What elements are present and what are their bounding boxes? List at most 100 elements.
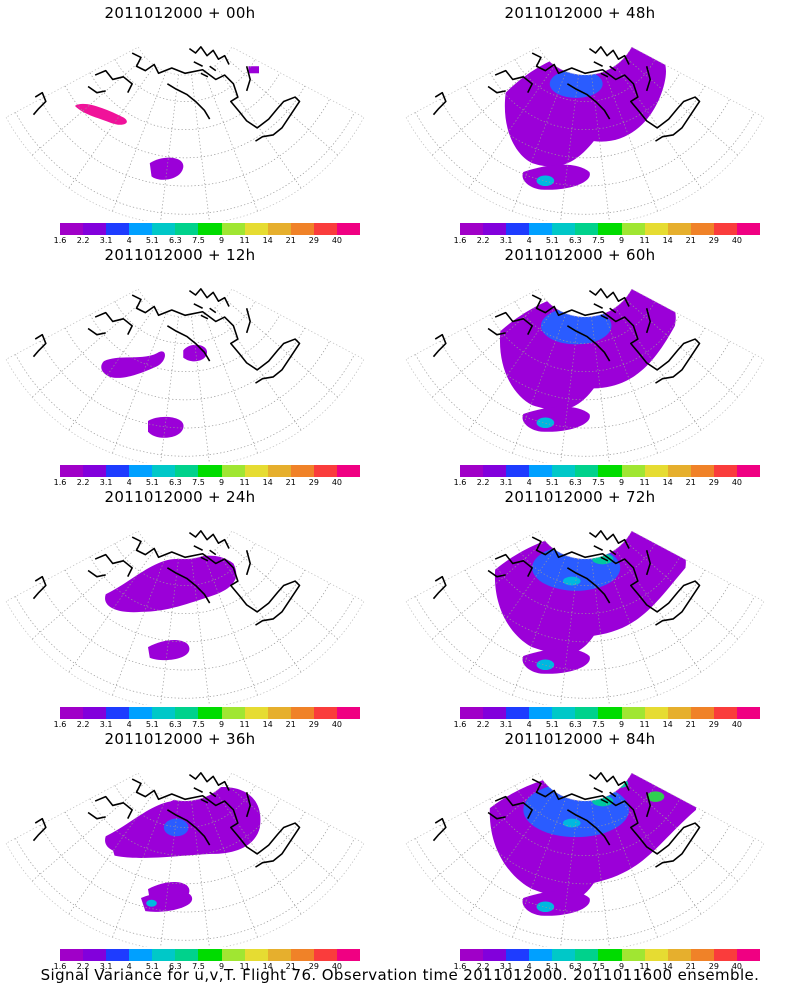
colorbar-swatch: [460, 707, 484, 719]
colorbar-swatch: [244, 465, 268, 477]
colorbar: [460, 465, 761, 477]
map-panel: 2011012000 + 60h 1.6 2.2 3.1 4 5.1 6.3 7.5 9 11 14…: [400, 242, 765, 487]
colorbar-labels: 1.6 2.2 3.1 4 5.1 6.3 7.5 9 11 14 21 29 40: [54, 236, 360, 246]
graticule: [415, 540, 755, 705]
variance-region: [562, 576, 581, 586]
colorbar-tick-label: 7.5: [592, 962, 605, 971]
colorbar-tick-label: 14: [662, 962, 673, 971]
colorbar-tick-label: 29: [708, 478, 719, 487]
colorbar-swatch: [198, 465, 222, 477]
colorbar-swatch: [106, 223, 130, 235]
variance-region: [74, 103, 127, 125]
colorbar-tick-label: 11: [239, 962, 250, 971]
colorbar-tick-label: 29: [308, 478, 319, 487]
colorbar-swatch: [83, 707, 107, 719]
colorbar-tick-label: 9: [218, 720, 225, 729]
colorbar-swatch: [129, 465, 153, 477]
panel-title: 2011012000 + 12h: [104, 246, 256, 264]
colorbar-swatch: [267, 707, 291, 719]
colorbar-swatch: [290, 949, 314, 961]
colorbar-swatch: [598, 223, 622, 235]
map-boundary: [5, 530, 365, 705]
colorbar-tick-label: 9: [618, 962, 625, 971]
colorbar-swatch: [60, 223, 84, 235]
panel-title: 2011012000 + 60h: [504, 246, 656, 264]
colorbar-tick-label: 21: [285, 236, 296, 245]
colorbar-swatch: [221, 223, 245, 235]
colorbar-labels: 1.6 2.2 3.1 4 5.1 6.3 7.5 9 11 14 21 29 40: [454, 962, 760, 972]
colorbar-tick-label: 7.5: [592, 236, 605, 245]
colorbar-swatch: [506, 707, 530, 719]
colorbar-tick-label: 5.1: [145, 720, 159, 729]
colorbar-swatch: [667, 223, 691, 235]
colorbar-tick-label: 1.6: [53, 236, 67, 245]
map-field: [74, 66, 259, 180]
variance-region: [146, 899, 157, 907]
colorbar-swatch: [690, 465, 714, 477]
colorbar-swatch: [736, 949, 761, 961]
colorbar-swatch: [83, 465, 107, 477]
colorbar-tick-label: 1.6: [453, 962, 467, 971]
colorbar-swatch: [667, 949, 691, 961]
colorbar-swatch: [267, 949, 291, 961]
variance-region: [536, 659, 555, 671]
colorbar-labels: 1.6 2.2 3.1 4 5.1 6.3 7.5 9 11 14 21 29 40: [454, 720, 760, 730]
colorbar-tick-label: 2.2: [76, 236, 90, 245]
colorbar-swatch: [267, 465, 291, 477]
colorbar-labels: 1.6 2.2 3.1 4 5.1 6.3 7.5 9 11 14 21 29 40: [54, 478, 360, 488]
colorbar-tick-label: 14: [662, 478, 673, 487]
colorbar-tick-label: 29: [308, 962, 319, 971]
polar-map: [405, 772, 765, 947]
polar-map: [5, 46, 365, 221]
colorbar-tick-label: 11: [239, 236, 250, 245]
colorbar-tick-label: 4: [526, 478, 532, 487]
colorbar-tick-label: 14: [262, 962, 273, 971]
colorbar-tick-label: 1.6: [53, 478, 67, 487]
colorbar-labels: 1.6 2.2 3.1 4 5.1 6.3 7.5 9 11 14 21 29 40: [54, 962, 360, 972]
colorbar-tick-label: 2.2: [476, 478, 490, 487]
variance-region: [149, 157, 184, 180]
colorbar-tick-label: 21: [685, 962, 696, 971]
colorbar-tick-label: 2.2: [76, 720, 90, 729]
colorbar-tick-label: 3.1: [99, 478, 113, 487]
colorbar-swatch: [290, 707, 314, 719]
colorbar-tick-label: 29: [708, 720, 719, 729]
colorbar-tick-label: 5.1: [545, 478, 559, 487]
colorbar-tick-label: 5.1: [145, 236, 159, 245]
colorbar-swatch: [736, 707, 761, 719]
colorbar-swatch: [552, 465, 576, 477]
colorbar-tick-label: 3.1: [499, 962, 513, 971]
map-boundary: [405, 530, 765, 705]
variance-region: [504, 47, 666, 167]
variance-region: [536, 901, 555, 913]
colorbar-swatch: [460, 465, 484, 477]
colorbar-swatch: [529, 949, 553, 961]
panel-title: 2011012000 + 24h: [104, 488, 256, 506]
colorbar-tick-label: 40: [731, 962, 743, 971]
colorbar-swatch: [336, 223, 361, 235]
variance-region: [536, 417, 555, 429]
map-field: [105, 787, 261, 912]
colorbar-tick-label: 21: [685, 236, 696, 245]
colorbar-tick-label: 4: [126, 236, 132, 245]
graticule: [15, 56, 355, 221]
graticule: [415, 56, 755, 221]
colorbar-swatch: [175, 223, 199, 235]
colorbar-tick-label: 7.5: [192, 962, 205, 971]
variance-region: [140, 890, 193, 912]
colorbar-tick-label: 5.1: [145, 962, 159, 971]
variance-region: [163, 818, 189, 837]
colorbar-swatch: [529, 223, 553, 235]
map-field: [489, 773, 697, 916]
colorbar-swatch: [644, 949, 668, 961]
colorbar-swatch: [129, 707, 153, 719]
colorbar-tick-label: 7.5: [192, 478, 205, 487]
graticule: [15, 782, 355, 947]
colorbar-swatch: [529, 465, 553, 477]
colorbar-swatch: [713, 465, 737, 477]
colorbar-swatch: [644, 465, 668, 477]
colorbar-swatch: [506, 949, 530, 961]
colorbar-swatch: [690, 707, 714, 719]
colorbar-swatch: [60, 949, 84, 961]
map-boundary: [405, 772, 765, 947]
